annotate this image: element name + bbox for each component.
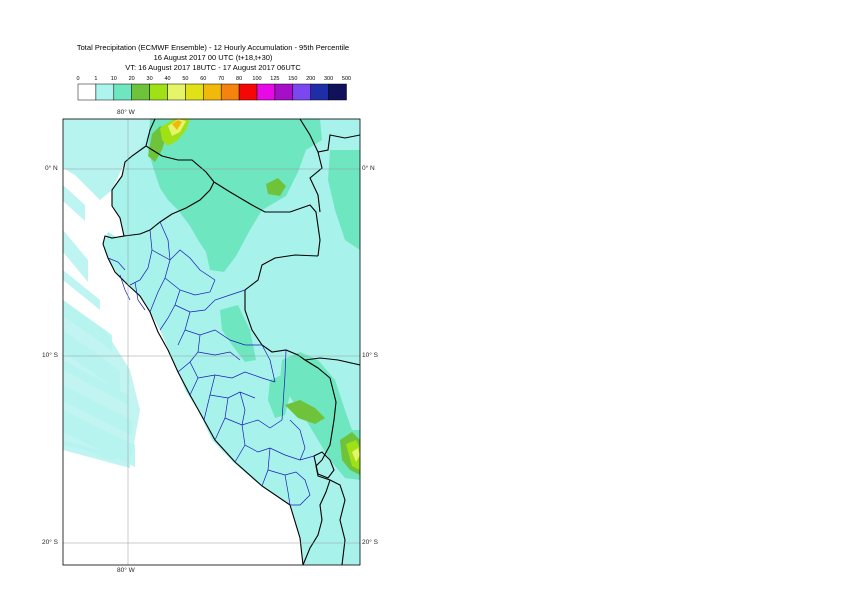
legend-tick-label: 100 — [252, 76, 261, 82]
graticule — [63, 119, 360, 565]
ocean-precip-streak — [63, 270, 100, 310]
legend-tick-label: 500 — [342, 76, 351, 82]
chart-title-line-1: Total Precipitation (ECMWF Ensemble) - 1… — [76, 43, 350, 52]
lat-label-right-20s: 20° S — [362, 539, 378, 546]
legend-tick-label: 40 — [164, 76, 170, 82]
precip-band-60-70-core-north — [172, 120, 182, 130]
legend-swatch — [328, 83, 347, 101]
legend-tick-label: 60 — [200, 76, 206, 82]
national-borders — [102, 119, 360, 565]
bolivia-chile-border — [329, 479, 346, 565]
lake-titicaca — [313, 451, 335, 479]
coastline — [102, 119, 304, 565]
legend-tick-label: 300 — [324, 76, 333, 82]
lon-label-bottom: 80° W — [117, 567, 135, 574]
precip-band-20-30-patch-1 — [266, 178, 286, 196]
lat-label-left-0: 0° N — [45, 165, 58, 172]
lat-label-right-10s: 10° S — [362, 352, 378, 359]
chart-title-line-2: 16 August 2017 00 UTC (t+18,t+30) — [153, 53, 273, 62]
lat-label-left-20s: 20° S — [42, 539, 58, 546]
precip-band-10-20-east — [328, 150, 360, 250]
chart-title-line-3: VT: 16 August 2017 18UTC - 17 August 201… — [125, 63, 301, 72]
precip-band-40-50-core-se — [352, 448, 360, 462]
legend-tick-label: 50 — [182, 76, 188, 82]
lat-label-left-10s: 10° S — [42, 352, 58, 359]
peru-brazil-border — [244, 254, 337, 461]
legend-tick-label: 80 — [236, 76, 242, 82]
lon-label-top: 80° W — [117, 109, 135, 116]
ocean-precip-streaks — [63, 119, 150, 468]
colombia-brazil-border — [299, 119, 360, 153]
legend-tick-label: 10 — [111, 76, 117, 82]
map-frame-border — [62, 118, 361, 566]
legend-tick-label: 150 — [288, 76, 297, 82]
legend-tick-label: 0 — [76, 76, 79, 82]
legend-tick-label: 70 — [218, 76, 224, 82]
legend-tick-label: 20 — [129, 76, 135, 82]
peru-colombia-border — [213, 181, 321, 257]
brazil-bolivia-border — [304, 357, 360, 366]
precip-band-30-40-core-se — [346, 440, 360, 470]
ecuador-colombia-border — [145, 145, 215, 183]
precip-band-20-30-patch-2 — [285, 400, 325, 424]
ecuador-peru-border — [123, 181, 215, 237]
legend-tick-label: 200 — [306, 76, 315, 82]
ocean-precip-area-south — [63, 300, 140, 460]
admin-boundaries — [107, 221, 315, 506]
legend-tick-label: 30 — [147, 76, 153, 82]
ocean-precip-streak — [63, 230, 88, 282]
precipitation-legend: 0 1 10 20 30 40 50 60 70 80 100 125 150 200 300 500 — [76, 76, 351, 101]
precip-band-10-20-central — [220, 305, 256, 362]
legend-tick-label: 1 — [94, 76, 97, 82]
lat-label-right-0: 0° N — [362, 165, 375, 172]
ocean-precip-streak — [63, 185, 85, 221]
legend-tick-label: 125 — [270, 76, 279, 82]
colombia-east-border — [309, 151, 323, 213]
